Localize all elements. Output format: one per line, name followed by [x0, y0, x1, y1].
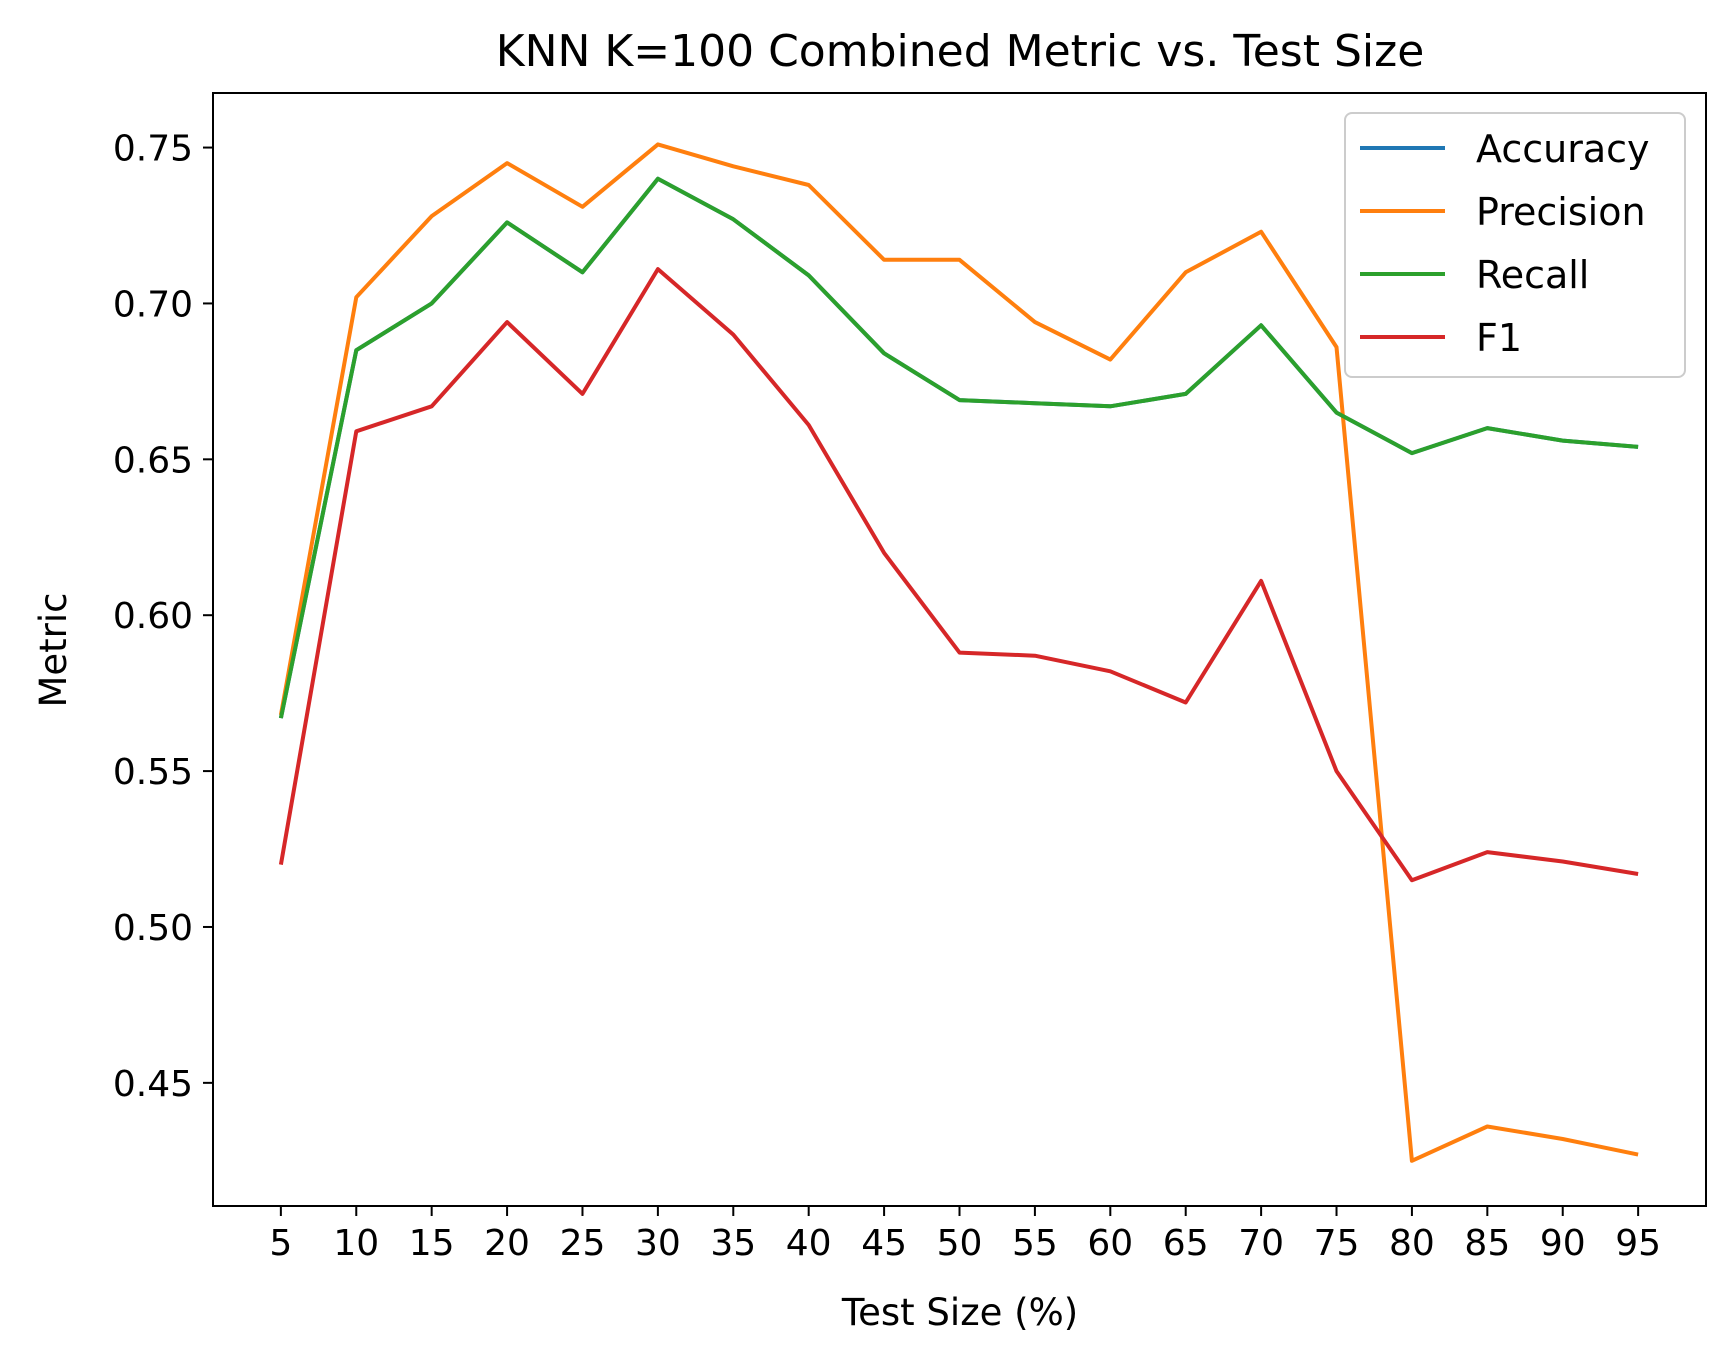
legend-box	[1344, 112, 1686, 378]
x-tick-label: 15	[409, 1223, 455, 1264]
legend-label-accuracy: Accuracy	[1476, 127, 1650, 171]
x-tick-label: 25	[560, 1223, 606, 1264]
x-tick-label: 10	[333, 1223, 379, 1264]
series-line-precision	[278, 142, 1639, 1163]
y-tick-label: 0.65	[113, 440, 193, 481]
series-line-recall	[278, 176, 1639, 719]
x-tick-label: 5	[269, 1223, 292, 1264]
x-tick-label: 50	[937, 1223, 983, 1264]
x-tick-label: 20	[484, 1223, 530, 1264]
legend-label-recall: Recall	[1476, 253, 1589, 297]
legend-label-precision: Precision	[1476, 190, 1646, 234]
legend-label-f1: F1	[1476, 316, 1522, 360]
chart-title: KNN K=100 Combined Metric vs. Test Size	[496, 26, 1425, 77]
x-tick-label: 35	[710, 1223, 756, 1264]
y-tick-label: 0.75	[113, 129, 193, 170]
x-axis-label: Test Size (%)	[841, 1291, 1078, 1334]
x-tick-label: 40	[786, 1223, 832, 1264]
legend: Accuracy Precision Recall F1	[1344, 112, 1686, 378]
x-tick-label: 75	[1314, 1223, 1360, 1264]
x-tick-label: 30	[635, 1223, 681, 1264]
x-tick-label: 70	[1238, 1223, 1284, 1264]
x-tick-label: 85	[1464, 1223, 1510, 1264]
x-tick-label: 95	[1615, 1223, 1661, 1264]
y-tick-label: 0.60	[113, 596, 193, 637]
x-tick-label: 80	[1389, 1223, 1435, 1264]
plot-frame	[212, 92, 1707, 1207]
y-tick-label: 0.55	[113, 752, 193, 793]
x-tick-label: 60	[1087, 1223, 1133, 1264]
y-tick-label: 0.45	[113, 1064, 193, 1105]
y-axis: 0.45 0.50 0.55 0.60 0.65 0.70 0.75	[113, 129, 213, 1105]
y-axis-label: Metric	[32, 592, 75, 707]
x-tick-label: 45	[861, 1223, 907, 1264]
x-axis: 5 10 15 20 25 30 35 40 45 50 55 60 65 70 75 80 85 90 95	[269, 1206, 1661, 1264]
y-tick-label: 0.70	[113, 284, 193, 325]
series-lines	[278, 142, 1639, 1163]
x-tick-label: 65	[1163, 1223, 1209, 1264]
x-tick-label: 90	[1540, 1223, 1586, 1264]
x-tick-label: 55	[1012, 1223, 1058, 1264]
series-line-f1	[278, 267, 1639, 883]
y-tick-label: 0.50	[113, 908, 193, 949]
